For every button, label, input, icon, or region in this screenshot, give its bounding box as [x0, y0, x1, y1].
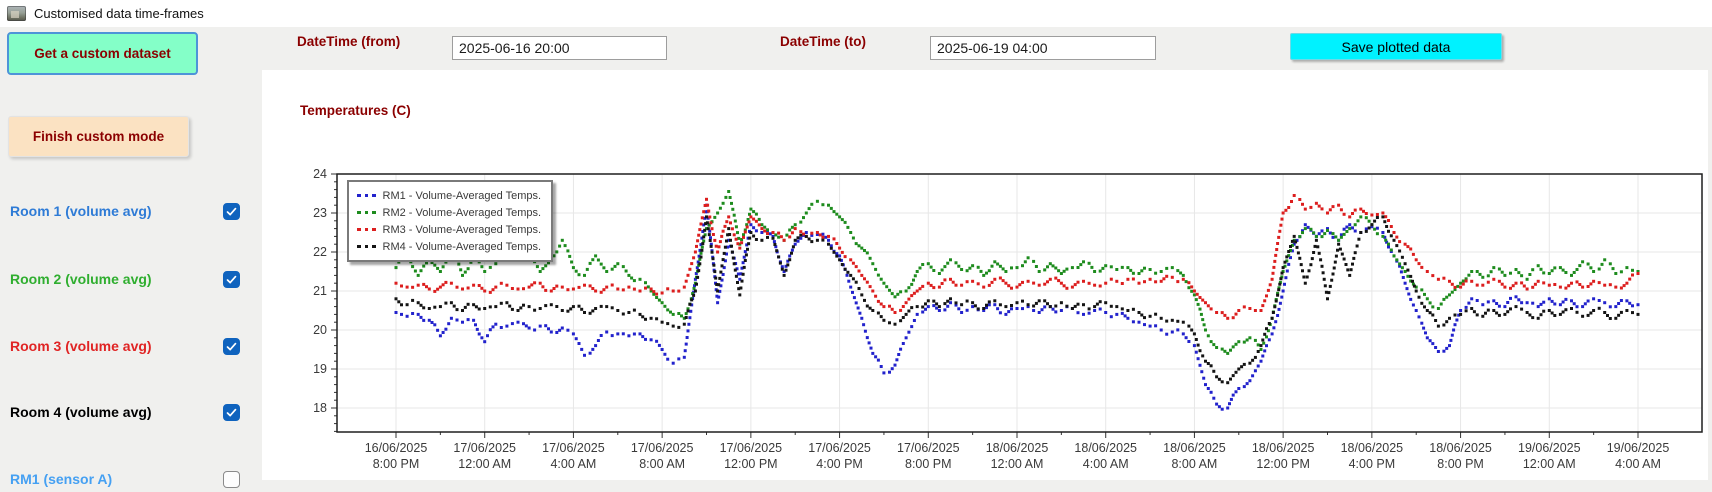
check-icon [226, 408, 237, 416]
svg-text:22: 22 [313, 245, 327, 259]
svg-text:4:00 AM: 4:00 AM [1615, 457, 1661, 471]
svg-text:17/06/2025: 17/06/2025 [453, 441, 516, 455]
svg-text:17/06/2025: 17/06/2025 [720, 441, 783, 455]
svg-text:18/06/2025: 18/06/2025 [1341, 441, 1404, 455]
legend-row: RM3 - Volume-Averaged Temps. [357, 221, 541, 238]
svg-text:20: 20 [313, 323, 327, 337]
room-checkbox[interactable] [223, 403, 240, 421]
room-row: Room 1 (volume avg) [10, 201, 240, 221]
svg-text:17/06/2025: 17/06/2025 [808, 441, 871, 455]
svg-text:4:00 PM: 4:00 PM [816, 457, 863, 471]
svg-text:8:00 PM: 8:00 PM [1437, 457, 1484, 471]
room-label: Room 2 (volume avg) [10, 271, 152, 287]
room-row: Room 2 (volume avg) [10, 269, 240, 289]
svg-text:19/06/2025: 19/06/2025 [1607, 441, 1670, 455]
room-checkbox[interactable] [223, 470, 240, 488]
window-title: Customised data time-frames [34, 6, 204, 21]
temperature-chart: 18 19 20 21 22 23 24 16/06/2025 8:00 PM 17/06/202… [265, 150, 1710, 480]
chart-title: Temperatures (C) [300, 103, 411, 118]
svg-text:18/06/2025: 18/06/2025 [1429, 441, 1492, 455]
room-checkbox[interactable] [223, 202, 240, 220]
svg-text:4:00 PM: 4:00 PM [1349, 457, 1396, 471]
svg-text:12:00 PM: 12:00 PM [1256, 457, 1310, 471]
svg-text:19: 19 [313, 362, 327, 376]
svg-text:18: 18 [313, 401, 327, 415]
legend-label: RM1 - Volume-Averaged Temps. [382, 189, 542, 202]
room-row: RM1 (sensor A) [10, 469, 240, 489]
svg-text:24: 24 [313, 167, 327, 181]
svg-text:18/06/2025: 18/06/2025 [986, 441, 1049, 455]
svg-text:18/06/2025: 18/06/2025 [1074, 441, 1137, 455]
svg-text:12:00 PM: 12:00 PM [724, 457, 778, 471]
legend-label: RM3 - Volume-Averaged Temps. [382, 223, 542, 236]
legend-marker-icon [357, 210, 376, 215]
check-icon [226, 275, 237, 283]
room-label: Room 1 (volume avg) [10, 203, 152, 219]
svg-text:17/06/2025: 17/06/2025 [631, 441, 694, 455]
svg-text:18/06/2025: 18/06/2025 [1163, 441, 1226, 455]
legend-row: RM4 - Volume-Averaged Temps. [357, 238, 541, 255]
save-plotted-data-button[interactable]: Save plotted data [1290, 33, 1502, 60]
room-checkbox[interactable] [223, 337, 240, 355]
datetime-from-input[interactable] [452, 36, 667, 60]
datetime-to-input[interactable] [930, 36, 1156, 60]
svg-text:17/06/2025: 17/06/2025 [897, 441, 960, 455]
svg-text:8:00 AM: 8:00 AM [639, 457, 685, 471]
legend-label: RM4 - Volume-Averaged Temps. [382, 240, 542, 253]
svg-text:4:00 AM: 4:00 AM [550, 457, 596, 471]
app-icon [7, 6, 26, 21]
room-label: Room 3 (volume avg) [10, 338, 152, 354]
svg-text:23: 23 [313, 206, 327, 220]
svg-text:19/06/2025: 19/06/2025 [1518, 441, 1581, 455]
svg-text:12:00 AM: 12:00 AM [1523, 457, 1576, 471]
legend-marker-icon [357, 244, 376, 249]
svg-text:17/06/2025: 17/06/2025 [542, 441, 605, 455]
legend-marker-icon [357, 193, 376, 198]
room-checkbox[interactable] [223, 270, 240, 288]
datetime-to-label: DateTime (to) [780, 34, 867, 49]
legend-row: RM2 - Volume-Averaged Temps. [357, 204, 541, 221]
svg-text:8:00 PM: 8:00 PM [373, 457, 420, 471]
legend-row: RM1 - Volume-Averaged Temps. [357, 187, 541, 204]
room-label: RM1 (sensor A) [10, 471, 113, 487]
check-icon [226, 207, 237, 215]
get-custom-dataset-button[interactable]: Get a custom dataset [7, 32, 198, 75]
datetime-from-label: DateTime (from) [297, 34, 401, 49]
finish-custom-mode-button[interactable]: Finish custom mode [8, 116, 189, 157]
window-titlebar: Customised data time-frames [0, 0, 1712, 27]
room-row: Room 3 (volume avg) [10, 336, 240, 356]
svg-text:12:00 AM: 12:00 AM [991, 457, 1044, 471]
svg-text:8:00 AM: 8:00 AM [1171, 457, 1217, 471]
svg-text:4:00 AM: 4:00 AM [1083, 457, 1129, 471]
chart-legend: RM1 - Volume-Averaged Temps. RM2 - Volume… [347, 180, 554, 262]
legend-label: RM2 - Volume-Averaged Temps. [382, 206, 542, 219]
legend-marker-icon [357, 227, 376, 232]
svg-text:12:00 AM: 12:00 AM [458, 457, 511, 471]
svg-text:21: 21 [313, 284, 327, 298]
svg-text:18/06/2025: 18/06/2025 [1252, 441, 1315, 455]
room-label: Room 4 (volume avg) [10, 404, 152, 420]
room-row: Room 4 (volume avg) [10, 402, 240, 422]
svg-text:8:00 PM: 8:00 PM [905, 457, 952, 471]
check-icon [226, 342, 237, 350]
plot-svg: 18 19 20 21 22 23 24 16/06/2025 8:00 PM 17/06/202… [313, 167, 1703, 471]
svg-text:16/06/2025: 16/06/2025 [365, 441, 428, 455]
